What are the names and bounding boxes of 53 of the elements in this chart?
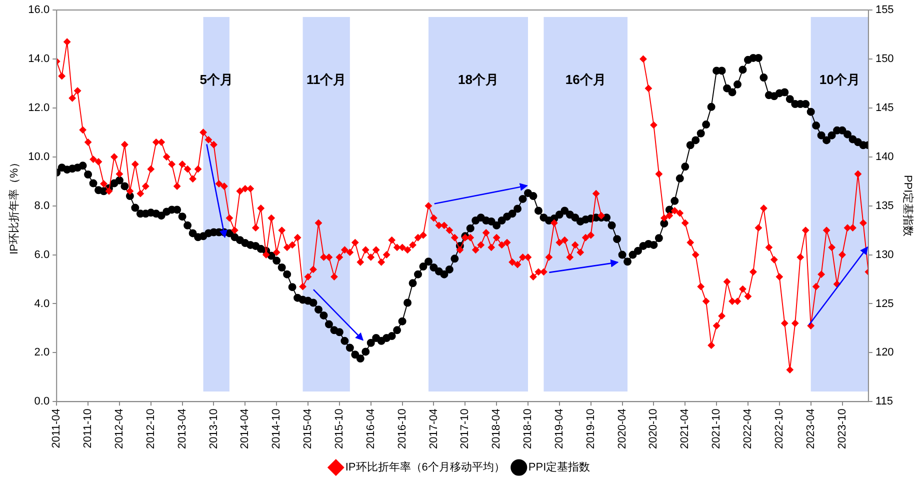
legend-label: IP环比折年率（6个月移动平均）	[345, 460, 505, 474]
x-tick-label: 2013-10	[208, 408, 220, 450]
x-tick-label: 2020-04	[616, 408, 628, 450]
y2-tick-label: 125	[875, 298, 894, 310]
y-tick-label: 12.0	[28, 102, 50, 114]
x-tick-label: 2021-04	[679, 408, 692, 450]
band-label: 11个月	[306, 72, 346, 88]
x-tick-label: 2018-10	[522, 408, 534, 450]
y-tick-label: 14.0	[28, 52, 50, 65]
x-tick-label: 2023-04	[804, 408, 817, 450]
x-tick-label: 2016-10	[396, 408, 408, 450]
y2-tick-label: 130	[875, 248, 894, 261]
y2-tick-label: 155	[875, 4, 894, 16]
x-tick-label: 2011-04	[50, 408, 63, 448]
band-label: 10个月	[819, 72, 860, 88]
y2-axis-title: PPI定基指数	[901, 174, 914, 237]
x-tick-label: 2017-04	[428, 408, 440, 450]
x-tick-label: 2022-04	[742, 408, 754, 450]
x-tick-label: 2016-04	[364, 408, 377, 450]
x-tick-label: 2019-10	[584, 408, 597, 450]
x-tick-label: 2015-10	[333, 408, 346, 450]
y2-tick-label: 115	[875, 396, 893, 408]
x-tick-label: 2012-04	[113, 408, 126, 450]
legend-label: PPI定基指数	[528, 460, 590, 474]
y2-tick-label: 120	[875, 346, 894, 359]
x-tick-label: 2015-04	[302, 408, 314, 450]
x-tick-label: 2018-04	[490, 408, 503, 450]
y-axis-title: IP环比折年率（%）	[8, 157, 21, 254]
y-tick-label: 2.0	[34, 346, 50, 359]
y-tick-label: 8.0	[34, 200, 50, 212]
y-tick-label: 10.0	[28, 150, 50, 163]
y-tick-label: 16.0	[28, 4, 50, 16]
y2-tick-label: 145	[875, 102, 894, 114]
x-tick-label: 2014-10	[270, 408, 283, 450]
x-tick-label: 2019-04	[553, 408, 566, 450]
x-tick-label: 2020-10	[648, 408, 660, 450]
x-tick-label: 2022-10	[773, 408, 786, 450]
x-tick-label: 2023-10	[836, 408, 848, 450]
y2-tick-label: 140	[875, 150, 894, 163]
y2-tick-label: 135	[875, 200, 894, 212]
y-tick-label: 4.0	[34, 298, 50, 310]
x-tick-label: 2014-04	[239, 408, 252, 450]
y-tick-label: 0.0	[34, 396, 50, 408]
y-tick-label: 6.0	[34, 248, 50, 261]
band-label: 18个月	[458, 72, 498, 88]
y2-tick-label: 150	[875, 52, 894, 65]
x-tick-label: 2017-10	[459, 408, 472, 450]
band-label: 5个月	[200, 72, 233, 88]
x-tick-label: 2011-10	[82, 408, 94, 448]
x-tick-label: 2021-10	[710, 408, 723, 450]
x-tick-label: 2013-04	[176, 408, 188, 450]
band-label: 16个月	[565, 72, 606, 88]
x-tick-label: 2012-10	[144, 408, 157, 450]
